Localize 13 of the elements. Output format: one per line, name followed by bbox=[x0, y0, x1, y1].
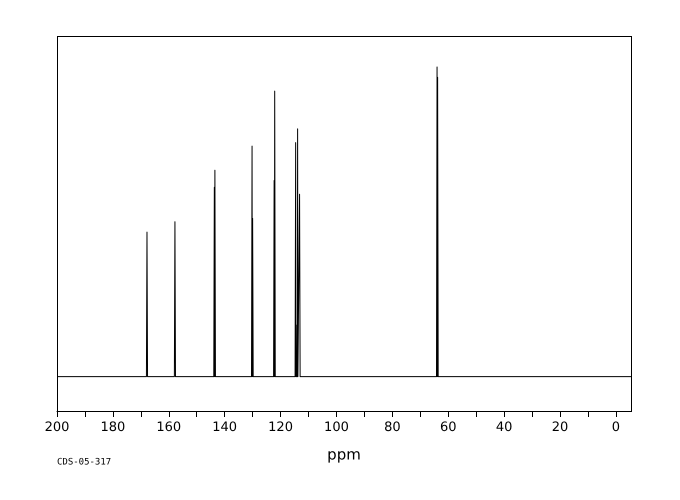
x-tick-label: 120 bbox=[268, 420, 293, 435]
x-tick-label: 160 bbox=[156, 420, 182, 435]
text: CDS-05-317 bbox=[57, 458, 112, 468]
x-tick-label: 200 bbox=[44, 420, 70, 435]
x-tick-label: 60 bbox=[440, 420, 457, 435]
x-tick-label: 180 bbox=[100, 420, 126, 435]
x-tick-label: 0 bbox=[612, 420, 620, 435]
x-tick-label: 100 bbox=[324, 420, 349, 435]
x-tick-label: 80 bbox=[384, 420, 401, 435]
x-tick-label: 140 bbox=[212, 420, 238, 435]
x-tick-label: 20 bbox=[552, 420, 568, 435]
x-tick-label: 40 bbox=[496, 420, 512, 435]
x-axis-title: ppm bbox=[327, 446, 361, 464]
